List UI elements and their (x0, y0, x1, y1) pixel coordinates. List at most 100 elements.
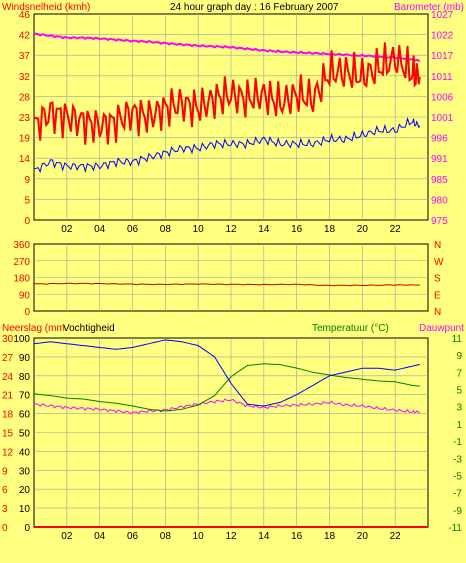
y-tick-label: 10 (19, 504, 31, 515)
x-tick-label: 14 (258, 224, 270, 235)
humidity-series (33, 339, 420, 407)
x-tick-label: 08 (160, 224, 172, 235)
y-tick-label: 1011 (431, 72, 453, 83)
y-tick-label: 20 (19, 485, 31, 496)
y-tick-label: 100 (13, 334, 30, 345)
y-tick-label: 19 (19, 134, 31, 145)
panel-1-x-ticks: 02 04 06 08 10 12 14 16 18 20 22 (61, 224, 401, 235)
chart-title: 24 hour graph day : 16 February 2007 (170, 2, 339, 13)
y-tick-label: 1017 (431, 51, 454, 62)
y-tick-label: 1022 (431, 31, 454, 42)
panel-2-left-ticks: 360 270 180 90 0 (13, 240, 30, 318)
panel-3-grid (34, 338, 428, 527)
x-tick-label: 20 (357, 531, 369, 542)
panel-3-rain-ticks: 0 3 6 9 12 15 18 21 24 27 30 (2, 334, 14, 534)
panel-3-temperature-ticks: 11 9 7 5 3 1 -1 -3 -5 -7 -9 -11 (448, 334, 462, 534)
barometer-axis-label: Barometer (mb) (394, 2, 464, 13)
rain-tick-label: 15 (2, 429, 14, 440)
x-tick-label: 10 (193, 224, 205, 235)
x-tick-label: 02 (61, 531, 73, 542)
x-tick-label: 16 (291, 531, 303, 542)
rain-tick-label: 6 (2, 485, 8, 496)
y-tick-label: 46 (19, 10, 31, 21)
temperature-tick-label: 1 (456, 420, 462, 431)
temperature-tick-label: 7 (456, 368, 462, 379)
rain-axis-label: Neerslag (mm (2, 323, 65, 334)
panel-2-grid (34, 244, 428, 311)
x-tick-label: 16 (291, 224, 303, 235)
panel-3-series (33, 339, 428, 528)
x-tick-label: 04 (94, 224, 106, 235)
x-tick-label: 06 (127, 531, 139, 542)
y-tick-label: W (434, 257, 444, 268)
temperature-tick-label: -11 (448, 523, 462, 534)
y-tick-label: 5 (24, 195, 30, 206)
panel-1-series (33, 32, 421, 174)
y-tick-label: 9 (24, 175, 30, 186)
x-tick-label: 10 (193, 531, 205, 542)
x-tick-label: 18 (324, 531, 336, 542)
temperature-tick-label: -3 (453, 454, 462, 465)
y-tick-label: 360 (13, 240, 30, 251)
x-tick-label: 12 (225, 224, 237, 235)
y-tick-label: 985 (431, 175, 448, 186)
wind-direction-series (34, 282, 420, 287)
temperature-tick-label: -7 (453, 489, 462, 500)
rain-tick-label: 30 (2, 334, 14, 345)
y-tick-label: 90 (19, 290, 31, 301)
y-tick-label: 270 (13, 257, 30, 268)
rain-tick-label: 9 (2, 466, 8, 477)
rain-tick-label: 12 (2, 447, 14, 458)
panel-1-grid (34, 14, 428, 220)
rain-tick-label: 3 (2, 504, 8, 515)
y-tick-label: 0 (24, 307, 30, 318)
x-tick-label: 02 (61, 224, 73, 235)
y-tick-label: 991 (431, 154, 448, 165)
y-tick-label: 0 (24, 216, 30, 227)
y-tick-label: E (434, 290, 441, 301)
y-tick-label: 37 (19, 51, 31, 62)
rain-tick-label: 21 (2, 391, 14, 402)
x-tick-label: 20 (357, 224, 369, 235)
y-tick-label: 1006 (431, 92, 454, 103)
y-tick-label: 28 (19, 92, 31, 103)
temperature-tick-label: -5 (453, 471, 462, 482)
temperature-tick-label: 11 (452, 334, 463, 345)
temperature-series (33, 363, 420, 412)
y-tick-label: 1001 (431, 113, 454, 124)
temperature-axis-label: Temperatuur (°C) (312, 323, 389, 334)
y-tick-label: N (434, 240, 441, 251)
y-tick-label: 60 (19, 410, 31, 421)
dewpoint-series (33, 398, 421, 415)
y-tick-label: 996 (431, 134, 448, 145)
humidity-axis-label: Vochtigheid (63, 323, 115, 334)
rain-tick-label: 27 (2, 353, 14, 364)
y-tick-label: 180 (13, 274, 30, 285)
temperature-tick-label: -9 (453, 506, 462, 517)
panel-3-x-ticks: 02 04 06 08 10 12 14 16 18 20 22 (61, 531, 401, 542)
dewpoint-axis-label: Dauwpunt (419, 323, 464, 334)
y-tick-label: 80 (19, 372, 31, 383)
panel-2-series (34, 282, 420, 287)
y-tick-label: 980 (431, 195, 448, 206)
x-tick-label: 14 (258, 531, 270, 542)
y-tick-label: N (434, 307, 441, 318)
temperature-tick-label: 3 (456, 403, 462, 414)
x-tick-label: 04 (94, 531, 106, 542)
x-tick-label: 22 (390, 224, 402, 235)
y-tick-label: 40 (19, 447, 31, 458)
wind-gust-series (33, 116, 421, 174)
y-tick-label: 975 (431, 216, 448, 227)
y-tick-label: 42 (19, 31, 31, 42)
y-tick-label: 23 (19, 113, 31, 124)
x-tick-label: 06 (127, 224, 139, 235)
panel-1-right-ticks: 1027 1022 1017 1011 1006 1001 996 991 985 980 975 (431, 10, 454, 227)
temperature-tick-label: -1 (453, 437, 462, 448)
temperature-tick-label: 9 (456, 351, 462, 362)
